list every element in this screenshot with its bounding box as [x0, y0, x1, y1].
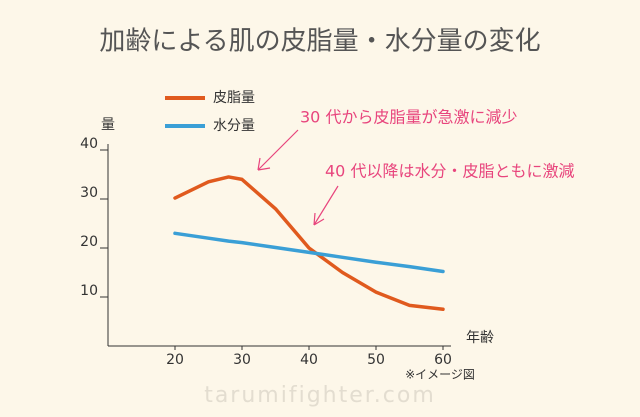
y-tick-label: 10	[80, 283, 98, 299]
x-tick-label: 50	[367, 352, 385, 368]
arrow	[313, 185, 339, 226]
line-series	[173, 231, 445, 274]
watermark: tarumifighter.com	[204, 383, 436, 408]
annotation-arrows	[257, 129, 339, 226]
annotation: 30 代から皮脂量が急激に減少	[300, 108, 517, 127]
chart-title: 加齢による肌の皮脂量・水分量の変化	[99, 27, 540, 57]
x-tick-label: 20	[166, 352, 184, 368]
y-axis-label: 量	[101, 117, 115, 133]
note: ※イメージ図	[405, 368, 475, 382]
x-tick-label: 30	[233, 352, 251, 368]
x-tick-label: 60	[434, 352, 452, 368]
legend-label: 水分量	[213, 118, 255, 134]
y-tick-label: 20	[80, 234, 98, 250]
arrow	[257, 129, 299, 171]
legend-label: 皮脂量	[213, 90, 255, 106]
annotation: 40 代以降は水分・皮脂ともに激減	[325, 162, 574, 181]
y-tick-label: 30	[80, 185, 98, 201]
line-series	[173, 175, 445, 311]
x-tick-label: 40	[300, 352, 318, 368]
x-axis-label: 年齢	[466, 330, 494, 346]
y-tick-label: 40	[80, 136, 98, 152]
